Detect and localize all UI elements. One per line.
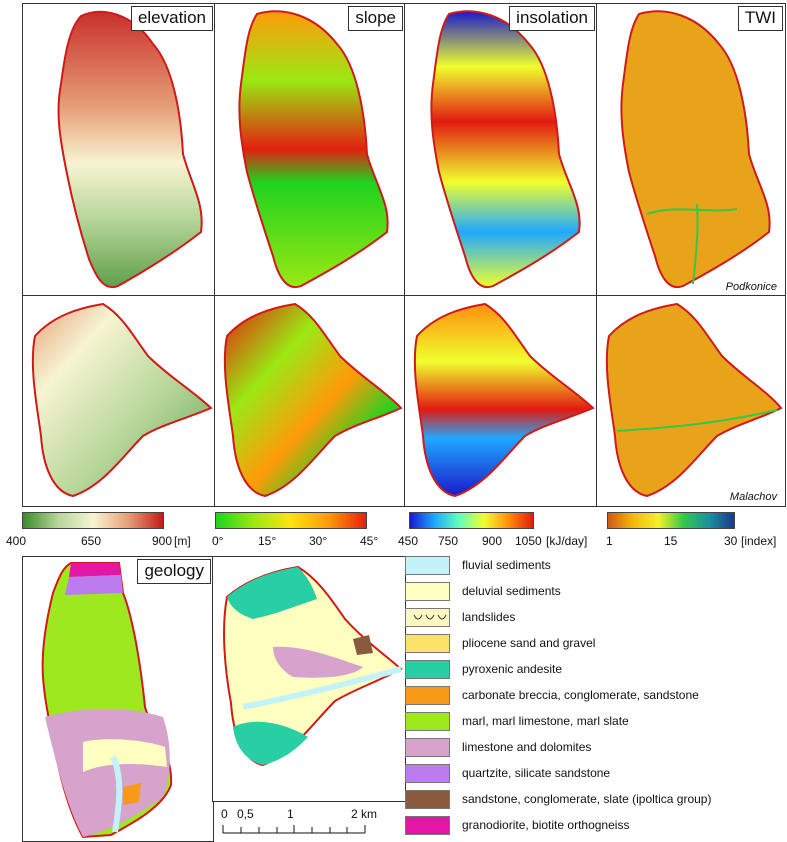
slope-map-malachov bbox=[214, 295, 406, 507]
insolation-title: insolation bbox=[509, 6, 595, 31]
legend-item: fluvial sediments bbox=[405, 556, 785, 576]
insolation-tick-1050: 1050 bbox=[515, 534, 542, 548]
twi-map-podkonice: TWI Podkonice bbox=[596, 3, 786, 297]
legend-swatch bbox=[405, 764, 450, 783]
legend-item: carbonate breccia, conglomerate, sandsto… bbox=[405, 686, 785, 706]
insolation-tick-450: 450 bbox=[398, 534, 419, 548]
twi-tick-1: 1 bbox=[606, 534, 613, 548]
legend-swatch-landslides bbox=[405, 608, 450, 627]
slope-colorbar bbox=[215, 512, 367, 529]
scale-label-2km: 2 km bbox=[351, 807, 378, 821]
catchment-malachov bbox=[31, 302, 213, 498]
legend-item: marl, marl limestone, marl slate bbox=[405, 712, 785, 732]
legend-item: sandstone, conglomerate, slate (ipoltica… bbox=[405, 790, 785, 810]
place-label-malachov: Malachov bbox=[727, 491, 779, 503]
scale-label-0-5: 0,5 bbox=[237, 807, 254, 821]
legend-swatch bbox=[405, 686, 450, 705]
legend-label: landslides bbox=[462, 610, 516, 624]
elevation-map-malachov bbox=[22, 295, 216, 507]
twi-colorbar bbox=[607, 512, 735, 529]
slope-tick-45: 45° bbox=[360, 534, 379, 548]
legend-label: pyroxenic andesite bbox=[462, 662, 563, 676]
legend-item: landslides bbox=[405, 608, 785, 628]
scale-label-1: 1 bbox=[287, 807, 294, 821]
insolation-map-malachov bbox=[404, 295, 598, 507]
legend-swatch bbox=[405, 790, 450, 809]
legend-label: carbonate breccia, conglomerate, sandsto… bbox=[462, 688, 699, 702]
twi-map-malachov: Malachov bbox=[596, 295, 786, 507]
legend-swatch bbox=[405, 634, 450, 653]
elevation-tick-900: 900 bbox=[152, 534, 173, 548]
scale-bar-ruler bbox=[222, 825, 366, 834]
twi-tick-30: 30 bbox=[724, 534, 738, 548]
elevation-colorbar bbox=[22, 512, 164, 529]
elevation-map-podkonice: elevation bbox=[22, 3, 216, 297]
elevation-title: elevation bbox=[130, 6, 213, 31]
elevation-tick-650: 650 bbox=[81, 534, 102, 548]
legend-label: deluvial sediments bbox=[462, 584, 561, 598]
legend-item: limestone and dolomites bbox=[405, 738, 785, 758]
legend-label: granodiorite, biotite orthogneiss bbox=[462, 818, 630, 832]
legend-swatch bbox=[405, 712, 450, 731]
legend-label: fluvial sediments bbox=[462, 558, 551, 572]
place-label-podkonice: Podkonice bbox=[723, 281, 779, 293]
geology-map-podkonice: geology bbox=[22, 556, 214, 842]
slope-map-podkonice: slope bbox=[214, 3, 406, 297]
twi-title: TWI bbox=[737, 6, 783, 31]
insolation-colorbar bbox=[409, 512, 534, 529]
legend-label: quartzite, silicate sandstone bbox=[462, 766, 611, 780]
scale-bar: 0 0,5 1 2 km bbox=[215, 807, 405, 842]
legend-swatch bbox=[405, 556, 450, 575]
geology-map-malachov bbox=[212, 556, 406, 802]
legend-swatch bbox=[405, 660, 450, 679]
insolation-tick-750: 750 bbox=[438, 534, 459, 548]
legend-swatch bbox=[405, 738, 450, 757]
legend-swatch bbox=[405, 582, 450, 601]
legend-item: pliocene sand and gravel bbox=[405, 634, 785, 654]
legend-label: limestone and dolomites bbox=[462, 740, 592, 754]
elevation-unit: [m] bbox=[174, 534, 191, 548]
slope-tick-15: 15° bbox=[258, 534, 277, 548]
legend-label: sandstone, conglomerate, slate (ipoltica… bbox=[462, 792, 712, 806]
elevation-tick-400: 400 bbox=[6, 534, 27, 548]
legend-item: granodiorite, biotite orthogneiss bbox=[405, 816, 785, 836]
insolation-unit: [kJ/day] bbox=[546, 534, 588, 548]
slope-tick-0: 0° bbox=[212, 534, 224, 548]
geology-title: geology bbox=[137, 559, 211, 584]
legend-swatch bbox=[405, 816, 450, 835]
catchment-podkonice bbox=[57, 10, 203, 289]
insolation-tick-900: 900 bbox=[482, 534, 503, 548]
legend-item: pyroxenic andesite bbox=[405, 660, 785, 680]
scale-label-0: 0 bbox=[221, 807, 228, 821]
slope-title: slope bbox=[348, 6, 403, 31]
legend-item: deluvial sediments bbox=[405, 582, 785, 602]
twi-tick-15: 15 bbox=[664, 534, 678, 548]
legend-label: pliocene sand and gravel bbox=[462, 636, 596, 650]
twi-unit: [index] bbox=[741, 534, 777, 548]
slope-tick-30: 30° bbox=[309, 534, 328, 548]
insolation-map-podkonice: insolation bbox=[404, 3, 598, 297]
legend-item: quartzite, silicate sandstone bbox=[405, 764, 785, 784]
legend-label: marl, marl limestone, marl slate bbox=[462, 714, 629, 728]
